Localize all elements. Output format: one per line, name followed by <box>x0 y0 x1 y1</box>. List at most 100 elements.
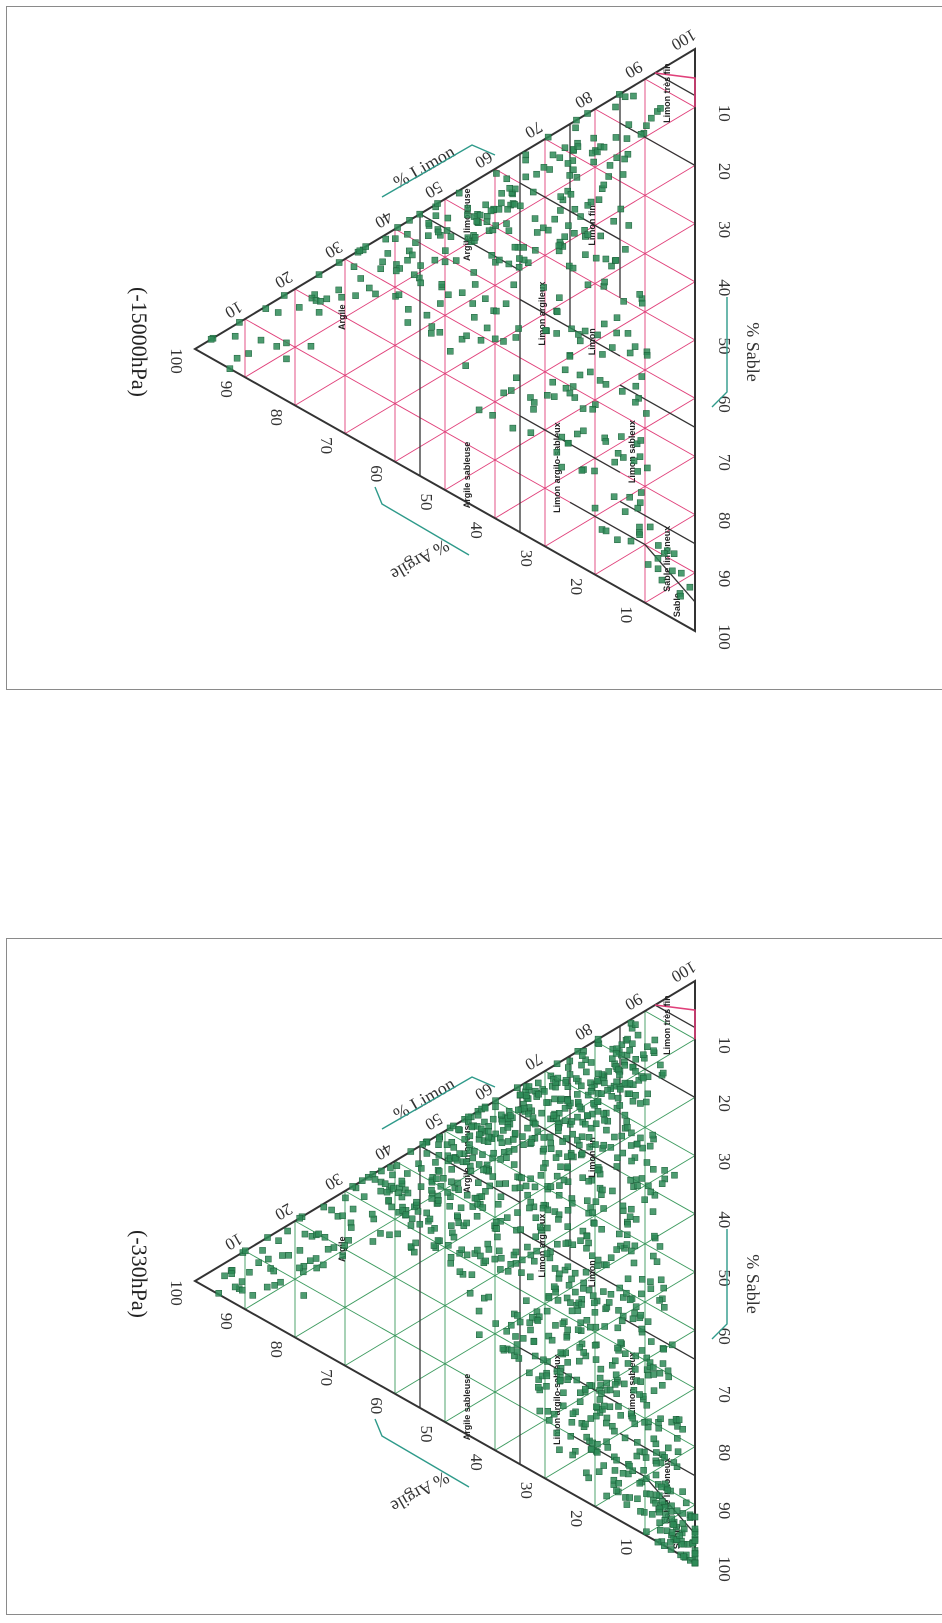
data-point <box>691 1525 699 1533</box>
data-point <box>632 1176 640 1183</box>
data-point <box>503 175 511 183</box>
data-point <box>568 1199 576 1207</box>
data-point <box>270 1267 278 1275</box>
data-point <box>632 1021 639 1028</box>
data-point <box>637 1134 644 1142</box>
data-point <box>568 1307 576 1315</box>
data-point <box>548 1336 556 1344</box>
class-boundary-line <box>519 1230 621 1289</box>
data-point <box>619 171 627 178</box>
data-point <box>564 1097 571 1105</box>
data-point <box>246 1268 253 1276</box>
data-point <box>405 306 412 313</box>
data-point <box>621 1434 629 1442</box>
data-point <box>417 279 424 287</box>
data-point <box>416 210 423 218</box>
clay-tick-label: 40 <box>467 522 486 539</box>
data-point <box>633 1140 641 1148</box>
data-point <box>564 1359 571 1366</box>
data-point <box>631 1154 639 1161</box>
data-point <box>284 1227 291 1235</box>
data-point <box>487 207 495 215</box>
data-point <box>341 1242 348 1249</box>
data-point <box>477 1125 485 1133</box>
data-point <box>618 388 626 395</box>
data-point <box>378 1167 385 1175</box>
data-point <box>434 228 442 236</box>
data-point <box>643 122 650 129</box>
data-point <box>339 1212 346 1220</box>
clay-tick-label: 80 <box>267 409 286 426</box>
data-point <box>498 1111 505 1119</box>
data-point <box>620 298 627 305</box>
data-point <box>463 1191 471 1199</box>
data-point <box>593 1403 600 1411</box>
data-point <box>596 1396 604 1403</box>
data-point <box>321 1233 329 1241</box>
data-point <box>499 1345 507 1352</box>
silt-tick-label: 20 <box>272 267 296 292</box>
data-point <box>275 1237 282 1244</box>
data-point <box>231 1283 239 1291</box>
data-point <box>619 1149 627 1157</box>
clay-tick-label: 30 <box>517 1482 536 1499</box>
data-point <box>452 1154 459 1162</box>
data-point <box>671 1171 678 1179</box>
data-point <box>594 331 601 339</box>
data-point <box>360 1193 368 1200</box>
sand-tick-label: 90 <box>715 1502 734 1519</box>
data-points <box>215 1019 699 1567</box>
data-point <box>590 158 597 166</box>
data-point <box>466 1289 474 1297</box>
data-point <box>616 91 623 98</box>
data-point <box>549 151 557 159</box>
data-point <box>564 1263 572 1271</box>
data-point <box>531 1183 539 1191</box>
data-point <box>621 93 629 101</box>
data-point <box>507 387 515 394</box>
data-point <box>585 1474 592 1482</box>
data-point <box>657 105 664 112</box>
data-point <box>691 1537 699 1544</box>
data-point <box>348 1224 355 1231</box>
class-boundary-line <box>519 182 621 241</box>
data-point <box>323 295 331 303</box>
data-point <box>532 1233 539 1241</box>
data-point <box>652 1471 660 1479</box>
data-point <box>313 1264 320 1272</box>
data-point <box>584 1112 591 1119</box>
clay-tick-label: 100 <box>167 348 186 374</box>
data-point <box>296 1264 303 1272</box>
data-point <box>653 1258 661 1265</box>
silt-tick-label: 70 <box>522 1049 546 1074</box>
data-point <box>630 1387 638 1394</box>
data-point <box>536 1407 544 1415</box>
data-point <box>580 1285 587 1292</box>
data-point <box>611 1427 618 1435</box>
sand-tick-label: 70 <box>715 1386 734 1403</box>
data-point <box>512 1248 520 1256</box>
data-point <box>485 1128 492 1135</box>
data-point <box>630 92 637 100</box>
data-point <box>407 1222 415 1229</box>
data-point <box>534 1128 542 1135</box>
data-point <box>660 1345 667 1353</box>
class-label: Argile sableuse <box>462 1374 472 1441</box>
data-point <box>661 1542 668 1549</box>
data-point <box>517 202 524 210</box>
data-point <box>435 1197 442 1204</box>
data-point <box>540 164 548 171</box>
data-point <box>623 1501 631 1508</box>
data-point <box>636 531 643 538</box>
class-labels: Argile Argile limoneuse Argile sableuse Lim… <box>337 63 682 617</box>
data-point <box>450 1144 458 1151</box>
data-point <box>366 284 373 292</box>
data-point <box>552 1288 559 1296</box>
data-point <box>626 349 634 357</box>
data-point <box>467 1167 475 1175</box>
data-point <box>563 1294 571 1302</box>
data-point <box>458 289 466 296</box>
data-point <box>456 1268 464 1275</box>
data-point <box>557 1368 564 1376</box>
data-point <box>621 1062 629 1069</box>
